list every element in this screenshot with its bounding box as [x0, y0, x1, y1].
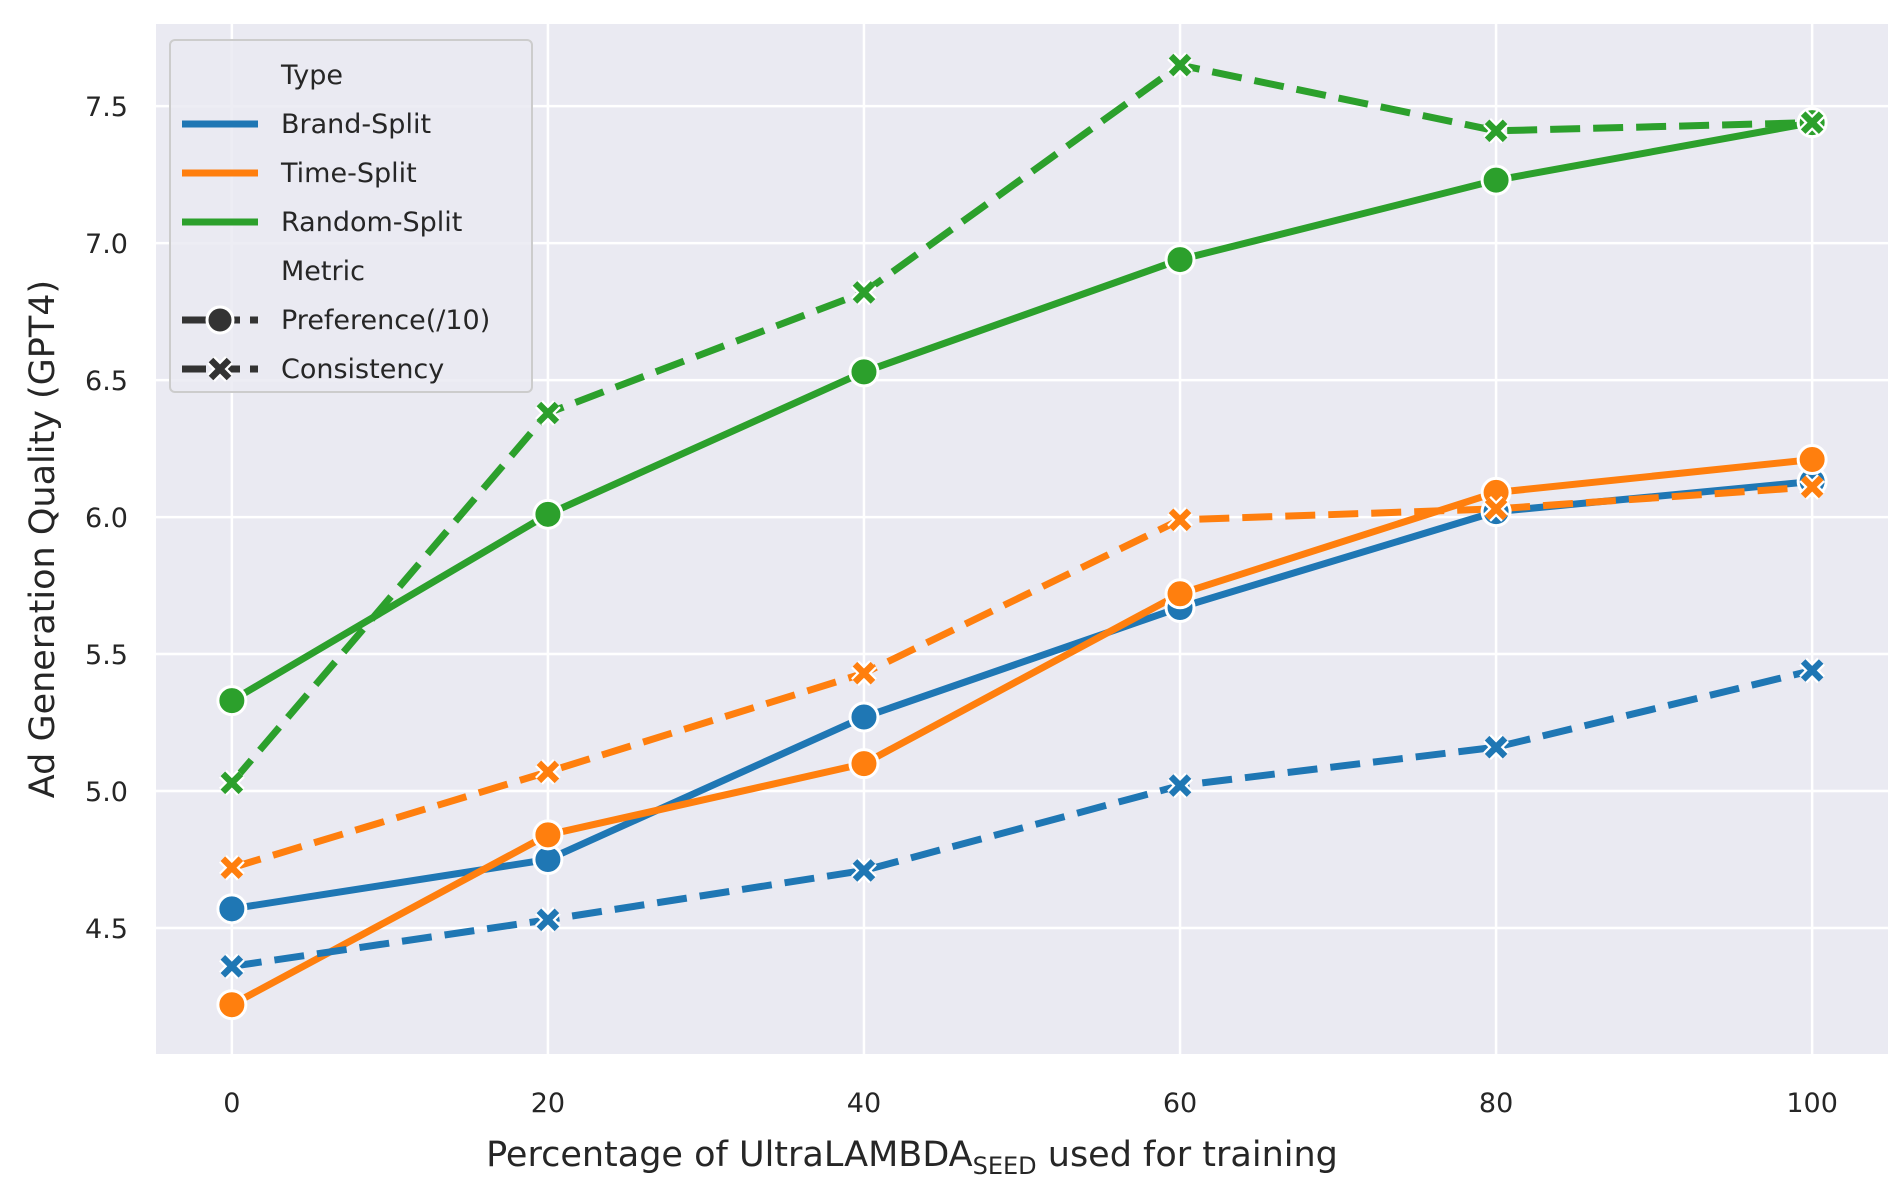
x-marker-stroke: [1168, 508, 1192, 532]
series-line-time-split-preference-10: [230, 456, 1813, 1008]
series-markers: [216, 52, 1828, 1021]
series-line-time-split-consistency: [230, 483, 1813, 872]
x-marker-stroke: [1484, 735, 1508, 759]
y-axis-tick-labels: 4.5 5.0 5.5 6.0 6.5 7.0 7.5: [85, 92, 128, 945]
point-brand-split-consistency: [535, 906, 561, 933]
x-marker-stroke: [220, 771, 244, 795]
x-marker-stroke: [1484, 119, 1508, 143]
x-marker-stroke: [1484, 497, 1508, 521]
point-random-split-preference-10: [532, 498, 564, 530]
point-time-split-consistency: [1799, 474, 1826, 500]
point-random-split-preference-10: [848, 356, 880, 388]
series-line-brand-split-consistency: [231, 667, 1813, 970]
legend-box: [169, 39, 533, 393]
x-axis-label-suffix: used for training: [1037, 1135, 1338, 1175]
legend: Type Brand-Split Time-Split Random-Split M…: [169, 39, 533, 393]
x-tick-label: 20: [531, 1088, 565, 1119]
y-tick-label: 7.0: [85, 229, 128, 260]
x-marker-stroke: [1800, 111, 1824, 134]
point-time-split-preference-10: [216, 989, 248, 1021]
point-brand-split-consistency: [1483, 734, 1509, 761]
point-brand-split-consistency: [851, 857, 877, 884]
y-tick-label: 6.5: [85, 366, 128, 397]
point-random-split-preference-10: [1164, 244, 1196, 276]
point-brand-split-preference-10: [848, 701, 880, 733]
point-time-split-consistency: [851, 660, 877, 687]
series-line-random-split-preference-10: [230, 119, 1813, 704]
point-time-split-preference-10: [532, 819, 564, 851]
x-marker-stroke: [220, 955, 244, 978]
legend-marker-preference-10: [205, 305, 235, 335]
point-time-split-consistency: [218, 854, 245, 881]
y-tick-label: 4.5: [85, 914, 128, 945]
legend-label-time-split: Time-Split: [280, 158, 417, 189]
series-lines: [229, 61, 1813, 1008]
x-marker-stroke: [220, 856, 244, 880]
y-tick-label: 7.5: [85, 92, 128, 123]
legend-label-brand-split: Brand-Split: [281, 109, 431, 140]
grid-lines: [156, 24, 1888, 1054]
x-marker-stroke: [1800, 659, 1824, 682]
point-random-split-consistency: [218, 769, 245, 796]
legend-label-preference-10: Preference(/10): [281, 305, 490, 336]
x-axis-label-main: Percentage of UltraLAMBDA: [486, 1135, 973, 1175]
legend-label-consistency: Consistency: [281, 354, 444, 385]
y-tick-label: 6.0: [85, 503, 128, 534]
x-marker-stroke: [1168, 774, 1192, 797]
y-tick-label: 5.0: [85, 777, 128, 808]
point-brand-split-consistency: [1799, 657, 1826, 684]
x-tick-label: 100: [1786, 1088, 1838, 1119]
x-marker-stroke: [852, 661, 876, 685]
x-axis-label: Percentage of UltraLAMBDASEED used for t…: [486, 1135, 1338, 1180]
point-random-split-consistency: [1799, 109, 1826, 136]
x-axis-label-subscript: SEED: [973, 1152, 1037, 1180]
x-marker-stroke: [536, 401, 560, 425]
legend-title-type: Type: [280, 60, 343, 91]
legend-type-items: Brand-Split Time-Split Random-Split: [182, 109, 462, 238]
x-marker-stroke: [852, 281, 876, 304]
legend-metric-items: Preference(/10) Consistency: [182, 305, 490, 385]
point-time-split-preference-10: [848, 748, 880, 780]
point-time-split-consistency: [535, 758, 561, 785]
point-random-split-preference-10: [1480, 164, 1512, 196]
point-time-split-preference-10: [1796, 444, 1828, 476]
point-brand-split-consistency: [218, 953, 245, 980]
point-random-split-consistency: [1483, 117, 1509, 144]
y-axis-label: Ad Generation Quality (GPT4): [23, 280, 63, 798]
x-tick-label: 80: [1479, 1088, 1513, 1119]
y-tick-label: 5.5: [85, 640, 128, 671]
point-brand-split-preference-10: [216, 893, 248, 925]
point-random-split-consistency: [1167, 52, 1193, 78]
x-axis-tick-labels: 0 20 40 60 80 100: [223, 1088, 1838, 1119]
point-random-split-consistency: [535, 400, 561, 426]
legend-label-random-split: Random-Split: [281, 207, 462, 238]
point-brand-split-consistency: [1167, 772, 1193, 799]
legend-title-metric: Metric: [281, 256, 365, 287]
x-marker-stroke: [536, 908, 560, 932]
x-marker-stroke: [536, 760, 560, 784]
x-tick-label: 40: [847, 1088, 881, 1119]
legend-marker-consistency: [207, 356, 233, 382]
x-marker-stroke: [208, 357, 232, 381]
point-time-split-consistency: [1483, 495, 1509, 522]
point-time-split-consistency: [1167, 506, 1193, 533]
x-marker-stroke: [852, 859, 876, 882]
x-tick-label: 60: [1163, 1088, 1197, 1119]
x-marker-stroke: [1168, 53, 1192, 77]
x-marker-stroke: [1800, 475, 1824, 499]
x-tick-label: 0: [223, 1088, 240, 1119]
point-random-split-preference-10: [216, 685, 248, 717]
point-random-split-consistency: [851, 279, 877, 306]
point-time-split-preference-10: [1164, 578, 1196, 610]
series-line-random-split-consistency: [229, 61, 1813, 786]
